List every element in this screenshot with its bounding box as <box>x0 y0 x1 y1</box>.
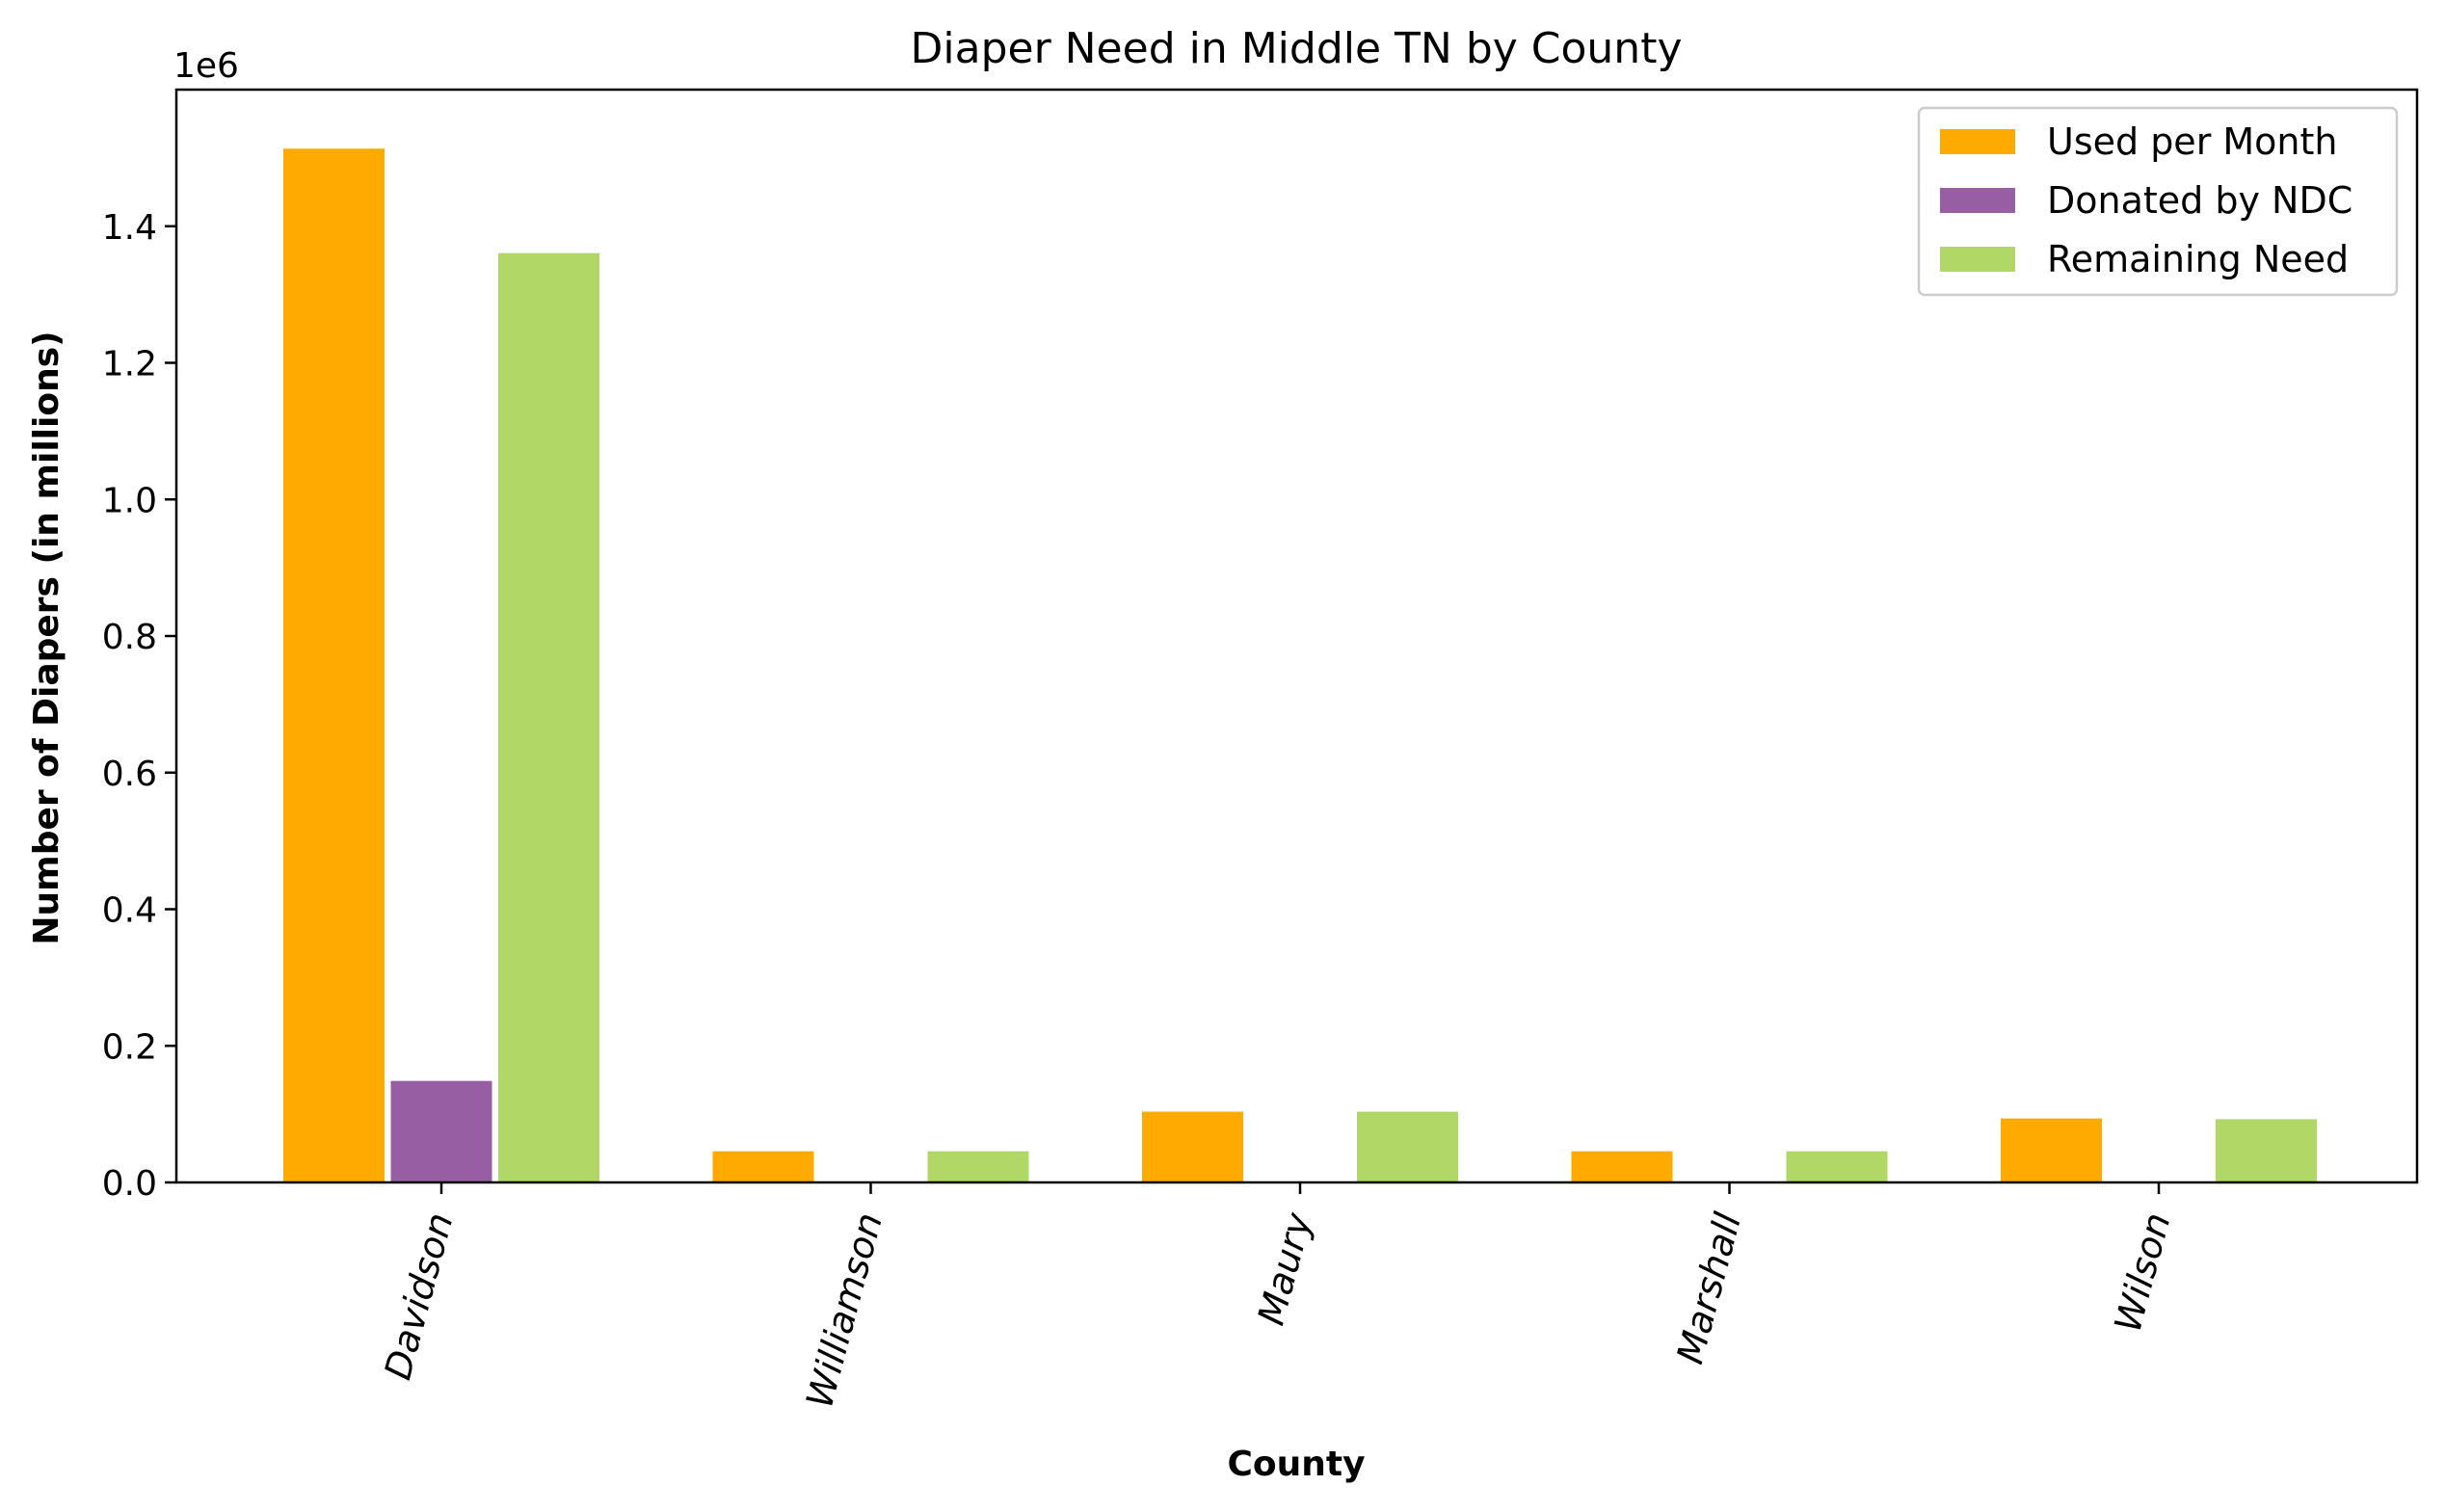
x-tick-label-davidson: Davidson <box>376 1208 461 1384</box>
y-axis-title: Number of Diapers (in millions) <box>27 331 66 944</box>
legend-label: Remaining Need <box>2047 238 2349 280</box>
x-tick-label-wilson: Wilson <box>2107 1208 2179 1337</box>
legend-label: Donated by NDC <box>2047 179 2352 222</box>
legend-swatch <box>1940 188 2015 213</box>
y-axis: 0.0 0.2 0.4 0.6 0.8 1.0 1.2 1.4 <box>102 208 176 1204</box>
bar-donated-by-ndc-davidson <box>388 1078 494 1183</box>
y-tick-label: 0.2 <box>102 1027 157 1067</box>
bar-used-per-month-maury <box>1140 1109 1245 1184</box>
bar-used-per-month-williamson <box>710 1149 816 1183</box>
x-tick-label-maury: Maury <box>1250 1207 1320 1329</box>
plot-frame <box>174 88 2419 1184</box>
y-tick-label: 1.0 <box>102 481 157 520</box>
y-tick-label: 0.6 <box>102 755 157 794</box>
bar-remaining-need-maury <box>1355 1109 1460 1184</box>
y-axis-offset-label: 1e6 <box>173 46 239 86</box>
bar-used-per-month-marshall <box>1569 1149 1675 1183</box>
legend-swatch <box>1940 247 2015 272</box>
legend: Used per Month Donated by NDC Remaining Ne… <box>1917 106 2399 297</box>
bar-remaining-need-wilson <box>2214 1117 2319 1183</box>
y-tick-label: 1.2 <box>102 345 157 385</box>
x-axis-title: County <box>1227 1445 1365 1484</box>
y-tick-label: 0.8 <box>102 618 157 657</box>
y-tick-label: 0.4 <box>102 891 157 931</box>
chart-title: Diaper Need in Middle TN by County <box>911 24 1683 73</box>
y-tick-label: 0.0 <box>102 1164 157 1204</box>
x-tick-label-williamson: Williamson <box>798 1208 890 1413</box>
y-tick-label: 1.4 <box>102 208 157 248</box>
legend-label: Used per Month <box>2047 120 2338 163</box>
bars-layer <box>281 146 2319 1184</box>
bar-remaining-need-marshall <box>1784 1149 1890 1183</box>
bar-remaining-need-davidson <box>496 251 601 1183</box>
x-tick-label-marshall: Marshall <box>1668 1208 1749 1368</box>
bar-used-per-month-davidson <box>281 146 386 1183</box>
legend-swatch <box>1940 129 2015 154</box>
bar-used-per-month-wilson <box>1999 1116 2104 1183</box>
x-axis: Davidson Williamson Maury Marshall Wilson <box>376 1182 2179 1413</box>
bar-remaining-need-williamson <box>925 1149 1031 1183</box>
legend-box <box>1917 106 2399 297</box>
